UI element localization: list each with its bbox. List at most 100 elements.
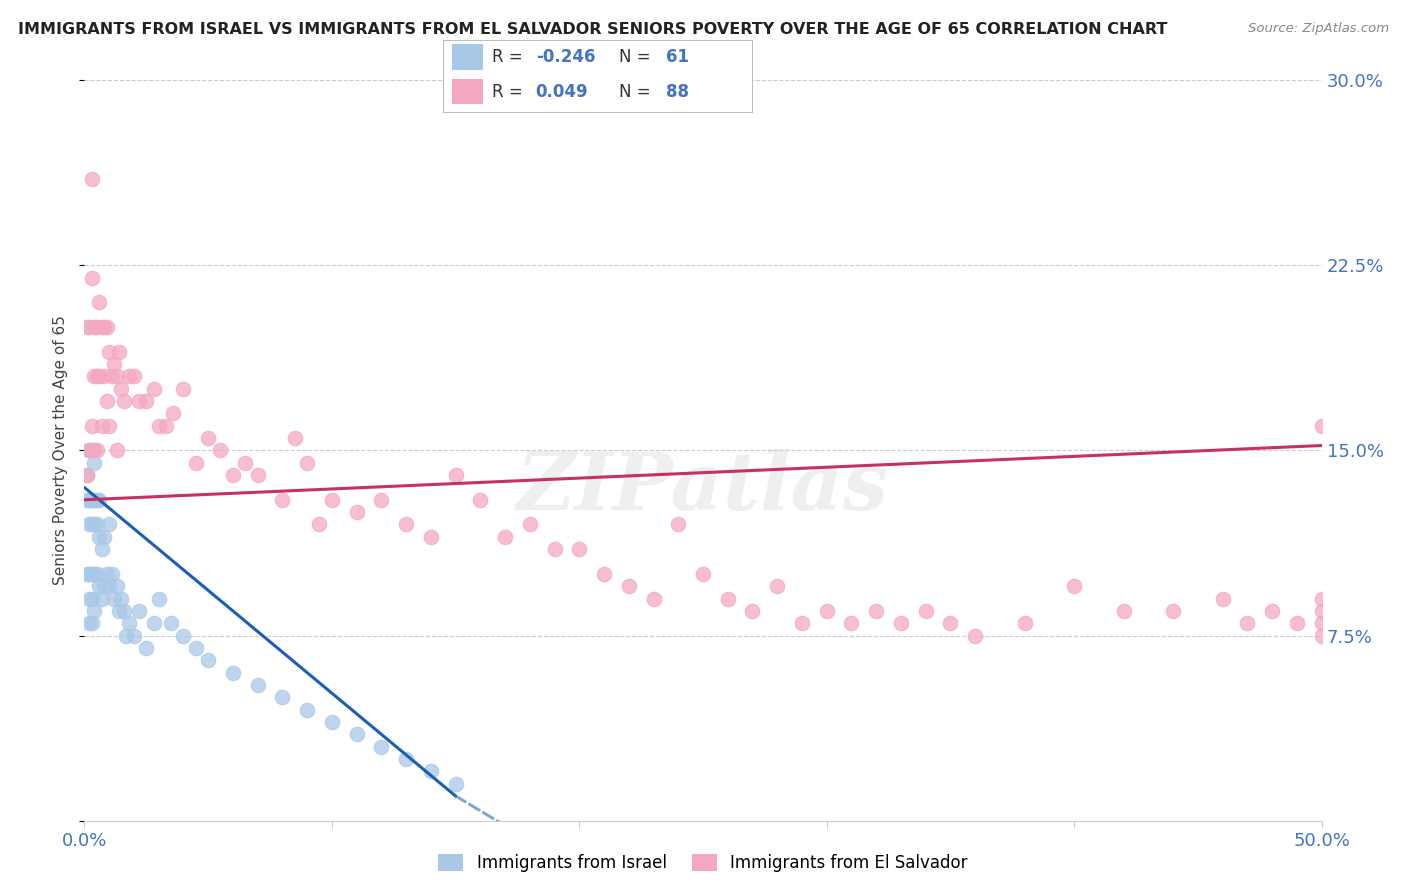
Point bbox=[370, 739, 392, 754]
Point bbox=[90, 591, 112, 606]
Point bbox=[80, 591, 103, 606]
Point bbox=[444, 776, 467, 791]
Point bbox=[142, 616, 165, 631]
Point bbox=[890, 616, 912, 631]
Point bbox=[110, 382, 132, 396]
Point bbox=[1161, 604, 1184, 618]
Point bbox=[197, 431, 219, 445]
Point bbox=[89, 295, 111, 310]
Point bbox=[103, 591, 125, 606]
Point bbox=[519, 517, 541, 532]
Point bbox=[965, 628, 987, 642]
Text: R =: R = bbox=[492, 83, 529, 101]
Point bbox=[80, 492, 103, 507]
Point bbox=[86, 369, 108, 384]
Point bbox=[142, 382, 165, 396]
Point bbox=[89, 369, 111, 384]
Point bbox=[395, 752, 418, 766]
Point bbox=[766, 579, 789, 593]
Point bbox=[76, 566, 98, 581]
Point bbox=[83, 443, 105, 458]
Point bbox=[160, 616, 183, 631]
Point bbox=[83, 492, 105, 507]
Point bbox=[271, 690, 294, 705]
Point bbox=[108, 604, 131, 618]
Point bbox=[295, 456, 318, 470]
Point bbox=[692, 566, 714, 581]
Point bbox=[118, 369, 141, 384]
Point bbox=[1310, 628, 1333, 642]
Point bbox=[93, 530, 115, 544]
Point bbox=[222, 468, 245, 483]
Point bbox=[1236, 616, 1258, 631]
Point bbox=[79, 616, 101, 631]
Point bbox=[118, 616, 141, 631]
Point bbox=[865, 604, 887, 618]
Point bbox=[80, 517, 103, 532]
Point bbox=[295, 703, 318, 717]
Text: IMMIGRANTS FROM ISRAEL VS IMMIGRANTS FROM EL SALVADOR SENIORS POVERTY OVER THE A: IMMIGRANTS FROM ISRAEL VS IMMIGRANTS FRO… bbox=[18, 22, 1167, 37]
Point bbox=[83, 566, 105, 581]
Point bbox=[89, 530, 111, 544]
Bar bbox=[453, 45, 484, 70]
Point bbox=[284, 431, 307, 445]
Point bbox=[86, 443, 108, 458]
Point bbox=[83, 517, 105, 532]
Point bbox=[419, 764, 441, 779]
Point bbox=[1063, 579, 1085, 593]
Point bbox=[162, 407, 184, 421]
Point bbox=[470, 492, 492, 507]
Point bbox=[90, 418, 112, 433]
Point bbox=[741, 604, 763, 618]
Point bbox=[83, 320, 105, 334]
Point bbox=[233, 456, 256, 470]
Point bbox=[80, 270, 103, 285]
Point bbox=[246, 678, 269, 692]
Point bbox=[83, 369, 105, 384]
Point bbox=[666, 517, 689, 532]
Point bbox=[79, 591, 101, 606]
Point bbox=[108, 344, 131, 359]
Point bbox=[105, 369, 128, 384]
Point bbox=[346, 505, 368, 519]
Point bbox=[914, 604, 936, 618]
Point bbox=[105, 443, 128, 458]
Point bbox=[112, 394, 135, 409]
Point bbox=[83, 604, 105, 618]
Point bbox=[1212, 591, 1234, 606]
Point bbox=[370, 492, 392, 507]
Point bbox=[155, 418, 177, 433]
Point bbox=[1310, 418, 1333, 433]
Point bbox=[209, 443, 232, 458]
Point bbox=[90, 542, 112, 557]
Point bbox=[93, 579, 115, 593]
Text: Source: ZipAtlas.com: Source: ZipAtlas.com bbox=[1249, 22, 1389, 36]
Point bbox=[172, 628, 194, 642]
Point bbox=[222, 665, 245, 680]
Text: ZIPatlas: ZIPatlas bbox=[517, 449, 889, 526]
Point bbox=[308, 517, 330, 532]
Point bbox=[93, 320, 115, 334]
Point bbox=[321, 714, 343, 729]
Point bbox=[80, 616, 103, 631]
Point bbox=[98, 579, 121, 593]
Point bbox=[184, 640, 207, 655]
Point bbox=[79, 517, 101, 532]
Point bbox=[86, 492, 108, 507]
Point bbox=[105, 579, 128, 593]
Point bbox=[1310, 591, 1333, 606]
Point bbox=[1310, 616, 1333, 631]
Point bbox=[79, 443, 101, 458]
Text: 88: 88 bbox=[665, 83, 689, 101]
Point bbox=[568, 542, 591, 557]
Point bbox=[197, 653, 219, 667]
Point bbox=[617, 579, 640, 593]
Point bbox=[76, 320, 98, 334]
Point bbox=[172, 382, 194, 396]
Point bbox=[100, 369, 122, 384]
Point bbox=[148, 591, 170, 606]
Text: 61: 61 bbox=[665, 48, 689, 66]
Point bbox=[271, 492, 294, 507]
Point bbox=[93, 369, 115, 384]
Point bbox=[717, 591, 740, 606]
